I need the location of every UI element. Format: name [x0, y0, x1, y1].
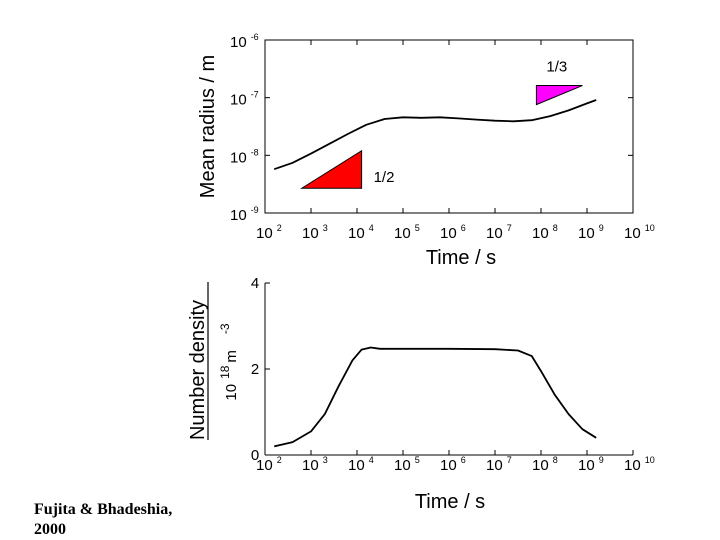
x-tick-label: 10 9 — [578, 223, 604, 242]
slope-label: 1/2 — [374, 169, 395, 186]
x-tick-label: 10 10 — [624, 455, 655, 474]
radius-series-line — [273, 99, 597, 171]
x-tick-label: 10 6 — [440, 223, 466, 242]
x-tick-label: 10 8 — [532, 455, 558, 474]
y-axis-label: Mean radius / m — [197, 55, 219, 198]
radius-chart: 10 2 10 3 10 4 10 5 10 6 10 7 10 8 10 9 10 10 10 -9 10 -8 10 -7… — [197, 32, 655, 269]
x-tick-label: 10 2 — [256, 223, 282, 242]
x-tick-label: 10 4 — [348, 455, 374, 474]
x-tick-label: 10 6 — [440, 455, 466, 474]
y-tick-label: 10 -6 — [230, 32, 259, 51]
density-chart: 10 2 10 3 10 4 10 5 10 6 10 7 10 8 10 9 10 10 0 2 4 Number de… — [187, 275, 655, 513]
y-axis-label: Number density — [187, 300, 209, 440]
x-tick-label: 10 5 — [394, 223, 420, 242]
x-tick-label: 10 3 — [302, 455, 328, 474]
x-tick-label: 10 4 — [348, 223, 374, 242]
x-tick-label: 10 9 — [578, 455, 604, 474]
x-tick-label: 10 2 — [256, 455, 282, 474]
x-tick-label: 10 10 — [624, 223, 655, 242]
slope-label: 1/3 — [546, 59, 567, 76]
citation-line-2: 2000 — [34, 521, 66, 538]
density-series-line — [273, 346, 597, 448]
y-tick-label: 2 — [251, 361, 259, 378]
y-tick-label: 4 — [251, 275, 259, 292]
y-tick-label: 10 -9 — [230, 205, 259, 224]
citation-line-1: Fujita & Bhadeshia, — [34, 501, 173, 518]
x-tick-label: 10 8 — [532, 223, 558, 242]
x-tick-label: 10 5 — [394, 455, 420, 474]
y-tick-label: 0 — [251, 447, 259, 464]
slope-triangle-third — [535, 85, 583, 106]
slope-triangle-half — [300, 149, 363, 189]
x-tick-label: 10 7 — [486, 455, 512, 474]
x-tick-label: 10 7 — [486, 223, 512, 242]
y-axis-units: 1018m-3 — [218, 323, 240, 401]
x-axis-label: Time / s — [415, 491, 485, 513]
y-tick-label: 10 -8 — [230, 147, 259, 166]
x-axis-label: Time / s — [426, 247, 496, 269]
citation: Fujita & Bhadeshia, 2000 — [34, 500, 172, 540]
x-tick-label: 10 3 — [302, 223, 328, 242]
y-tick-label: 10 -7 — [230, 90, 259, 109]
